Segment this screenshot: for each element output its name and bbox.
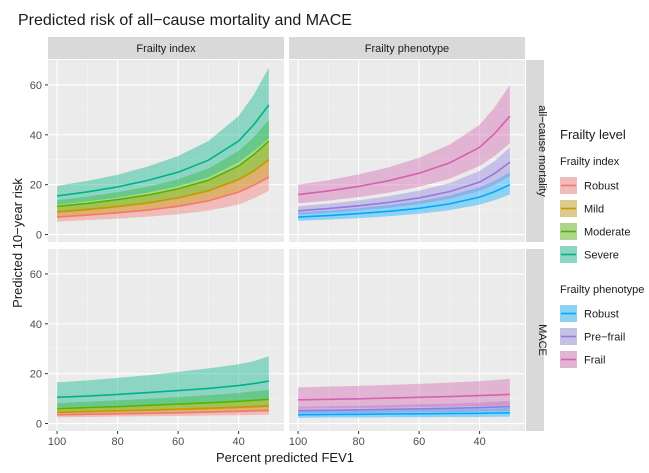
- x-tick-label: 100: [289, 436, 307, 448]
- y-tick-label: 20: [30, 369, 42, 381]
- y-tick-label: 20: [30, 180, 42, 192]
- strip-label-all-cause-mortality: all−cause mortality: [536, 105, 548, 197]
- line-robust: [298, 412, 510, 416]
- facet-strips: Frailty index Frailty phenotype all−cause …: [48, 37, 548, 431]
- legend-label: Frail: [584, 355, 605, 367]
- ci-band-severe: [57, 67, 269, 205]
- legend-label: Moderate: [584, 227, 630, 239]
- ci-band-robust: [57, 159, 269, 222]
- y-tick-label: 40: [30, 319, 42, 331]
- strip-label-mace: MACE: [536, 324, 548, 356]
- ci-band-pre-frail: [298, 147, 510, 215]
- legend-item-frailty-index-robust: Robust: [560, 177, 619, 194]
- line-frail: [298, 393, 510, 401]
- axes: 0 20 40 60 0 20 40 60 100 80 60 40 100 80 60 40: [30, 80, 486, 448]
- y-tick-label: 60: [30, 269, 42, 281]
- legend-label: Pre−frail: [584, 332, 625, 344]
- strip-frailty-index: [48, 37, 284, 59]
- y-tick-label: 40: [30, 130, 42, 142]
- line-pre-frail: [298, 161, 511, 212]
- chart-title: Predicted risk of all−cause mortality an…: [18, 12, 352, 29]
- line-moderate: [57, 140, 270, 208]
- ci-band-frail: [298, 84, 510, 204]
- ci-band-robust: [298, 407, 510, 418]
- x-tick-label: 40: [232, 436, 244, 448]
- x-tick-label: 100: [48, 436, 66, 448]
- legend-group-title-frailty-index: Frailty index: [560, 156, 620, 168]
- x-tick-label: 40: [473, 436, 485, 448]
- legend-label: Mild: [584, 204, 604, 216]
- ci-band-moderate: [57, 119, 269, 213]
- legend-item-frailty-index-severe: Severe: [560, 246, 619, 263]
- ci-band-robust: [298, 172, 510, 221]
- legend-label: Robust: [584, 181, 619, 193]
- x-tick-label: 80: [352, 436, 364, 448]
- x-tick-label: 80: [111, 436, 123, 448]
- y-tick-label: 0: [36, 419, 42, 431]
- legend-label: Robust: [584, 309, 619, 321]
- line-frail: [298, 115, 511, 196]
- line-severe: [56, 104, 270, 197]
- line-robust: [57, 409, 269, 416]
- y-tick-label: 60: [30, 80, 42, 92]
- line-mild: [57, 405, 269, 414]
- line-pre-frail: [298, 405, 510, 412]
- panel-frailty-index-all-cause-mortality: [48, 60, 284, 242]
- line-robust: [57, 176, 270, 218]
- line-mild: [57, 159, 270, 213]
- line-robust: [298, 183, 511, 218]
- panel-frailty-index-mace: [48, 249, 284, 431]
- x-tick-label: 60: [413, 436, 425, 448]
- legend-label: Severe: [584, 250, 619, 262]
- panel-frailty-phenotype-mace: [289, 249, 525, 431]
- strip-mace: [526, 249, 544, 431]
- facet-panels: [48, 60, 525, 431]
- legend-item-frailty-phenotype-frail: Frail: [560, 351, 605, 368]
- legend: Frailty level Frailty index Frailty phen…: [560, 127, 644, 368]
- x-tick-label: 60: [172, 436, 184, 448]
- strip-all-cause-mortality: [526, 60, 544, 242]
- strip-label-frailty-index: Frailty index: [136, 43, 196, 55]
- y-tick-label: 0: [36, 230, 42, 242]
- panel-frailty-phenotype-all-cause-mortality: [289, 60, 525, 242]
- x-axis-title: Percent predicted FEV1: [216, 450, 354, 465]
- strip-frailty-phenotype: [289, 37, 525, 59]
- legend-item-frailty-index-mild: Mild: [560, 200, 604, 217]
- ci-band-frail: [298, 378, 510, 409]
- line-severe: [57, 380, 270, 399]
- legend-item-frailty-index-moderate: Moderate: [560, 223, 630, 240]
- legend-group-title-frailty-phenotype: Frailty phenotype: [560, 284, 644, 296]
- line-moderate: [57, 398, 269, 410]
- legend-item-frailty-phenotype-robust: Robust: [560, 305, 619, 322]
- strip-label-frailty-phenotype: Frailty phenotype: [365, 43, 449, 55]
- y-axis-title: Predicted 10−year risk: [10, 178, 25, 308]
- legend-item-frailty-phenotype-pre-frail: Pre−frail: [560, 328, 625, 345]
- legend-title: Frailty level: [560, 127, 626, 142]
